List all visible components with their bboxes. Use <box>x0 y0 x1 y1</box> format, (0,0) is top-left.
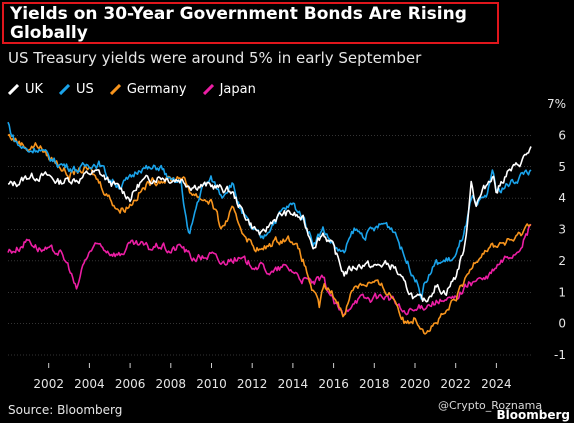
legend-swatch-japan-line <box>202 83 214 95</box>
legend-label-uk: UK <box>25 81 44 97</box>
y-tick-label: 5 <box>558 160 566 174</box>
legend-label-japan: Japan <box>219 81 256 97</box>
x-tick-label: 2008 <box>156 377 187 391</box>
legend-label-germany: Germany <box>126 81 187 97</box>
x-tick-label: 2012 <box>237 377 268 391</box>
series-line-germany <box>7 133 532 335</box>
legend-item-germany: Germany <box>109 81 187 97</box>
legend-item-us: US <box>59 82 94 97</box>
y-tick-label: 4 <box>558 191 566 205</box>
legend-label-us: US <box>76 81 94 97</box>
legend-swatch-germany-line <box>109 83 121 95</box>
y-tick-label: 1 <box>558 285 566 299</box>
x-tick-label: 2020 <box>400 377 431 391</box>
watermark-text: @Crypto_Roznama <box>438 399 543 412</box>
legend-swatch-us-line <box>59 83 71 95</box>
x-tick-label: 2002 <box>33 377 64 391</box>
x-tick-label: 2010 <box>196 377 227 391</box>
x-tick-label: 2006 <box>115 377 146 391</box>
y-tick-label: 0 <box>558 317 566 331</box>
x-tick-label: 2024 <box>481 377 512 391</box>
y-tick-label: -1 <box>554 348 566 362</box>
legend-item-japan: Japan <box>202 81 256 97</box>
y-axis-ticks: -1 0 1 2 3 4 5 6 7% <box>547 97 566 362</box>
legend-swatch-uk-line <box>8 83 19 95</box>
y-tick-label: 2 <box>558 254 566 268</box>
legend-swatch-us <box>59 83 71 95</box>
chart-subtitle: US Treasury yields were around 5% in ear… <box>8 49 422 67</box>
x-tick-label: 2014 <box>278 377 309 391</box>
legend-item-uk: UK <box>8 82 43 97</box>
chart-title: Yields on 30-Year Government Bonds Are R… <box>2 2 499 44</box>
y-tick-label: 3 <box>558 223 566 237</box>
x-tick-label: 2016 <box>318 377 349 391</box>
y-tick-label: 6 <box>558 128 566 142</box>
series-lines <box>7 121 532 335</box>
y-tick-label: 7% <box>547 97 566 111</box>
bloomberg-logo-text: Bloomberg <box>496 408 571 422</box>
x-tick-label: 2004 <box>74 377 105 391</box>
legend-swatch-uk <box>8 83 19 95</box>
source-note: Source: Bloomberg <box>8 403 123 417</box>
legend: UK US Germany Japan <box>8 80 272 98</box>
x-tick-label: 2018 <box>359 377 390 391</box>
x-axis-ticks: 2002 2004 2006 2008 2010 2012 2014 2016 2018 2020… <box>33 363 512 391</box>
series-line-japan <box>7 223 532 317</box>
series-line-uk <box>7 146 532 303</box>
legend-swatch-germany <box>109 83 121 95</box>
series-line-us <box>7 121 532 300</box>
x-tick-label: 2022 <box>440 377 471 391</box>
legend-swatch-japan <box>202 83 214 95</box>
